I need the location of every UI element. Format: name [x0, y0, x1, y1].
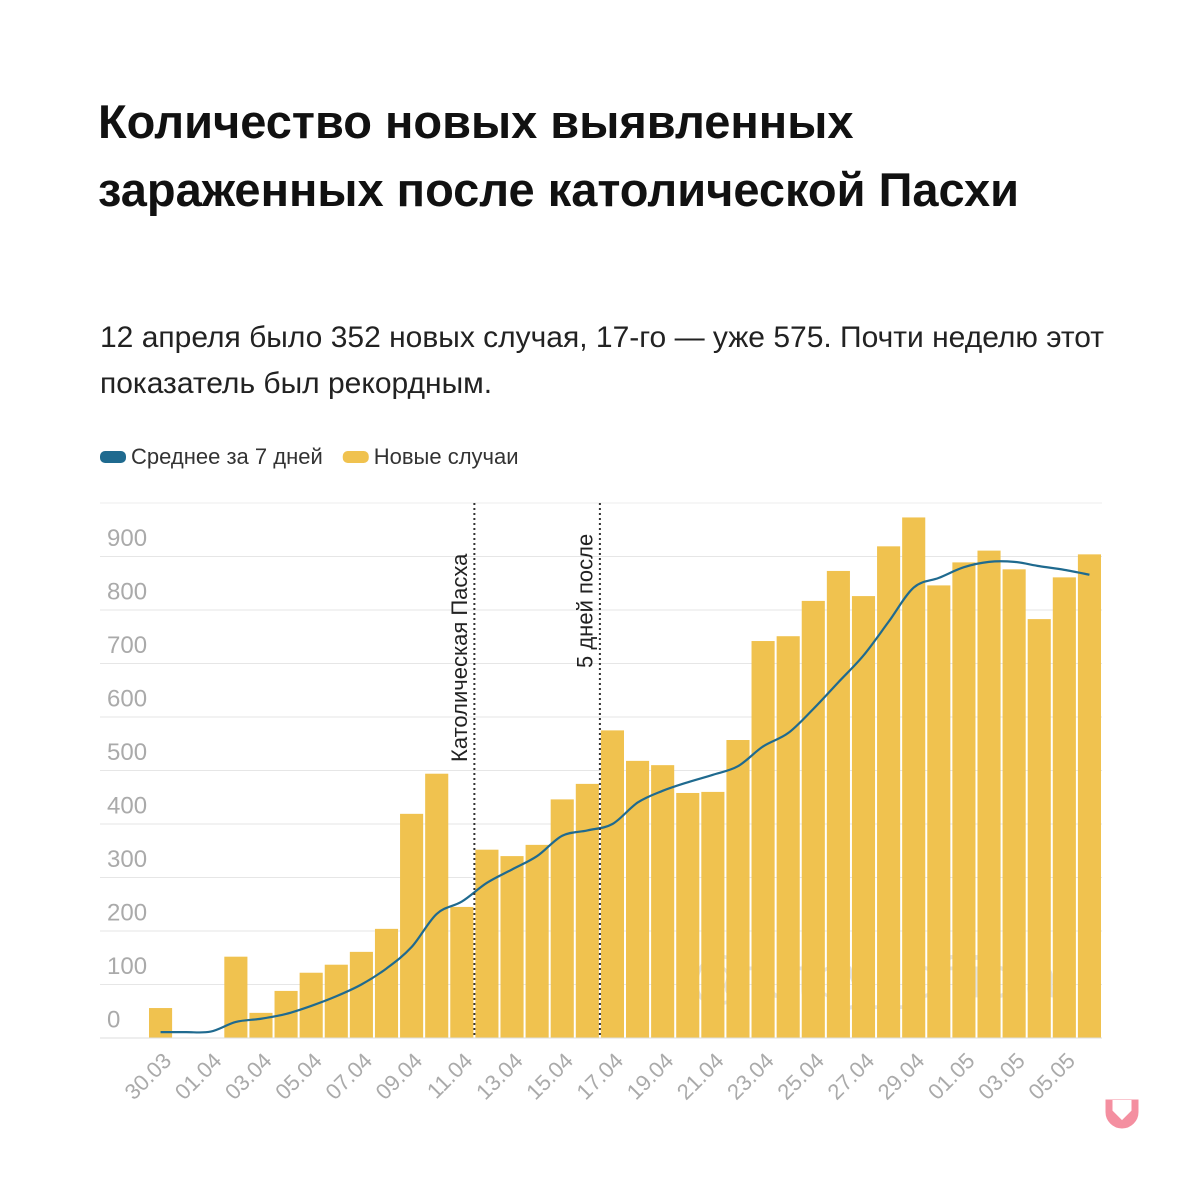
bar	[927, 585, 951, 1038]
bar	[475, 849, 499, 1038]
y-tick-label: 300	[107, 846, 147, 873]
bar	[826, 570, 850, 1038]
bar	[776, 636, 800, 1038]
x-tick-label: 11.04	[422, 1048, 477, 1103]
bar	[977, 550, 1001, 1038]
y-tick-label: 400	[107, 792, 147, 819]
bar	[952, 562, 976, 1038]
bar	[400, 813, 424, 1038]
x-tick-label: 29.04	[873, 1048, 930, 1105]
chart-subtitle: 12 апреля было 352 новых случая, 17-го —…	[100, 321, 1105, 400]
x-tick-label: 23.04	[722, 1048, 779, 1105]
y-tick-label: 100	[107, 953, 147, 980]
x-tick-label: 15.04	[521, 1048, 578, 1105]
chart-title: Количество новых выявленных зараженных п…	[98, 95, 1020, 216]
x-tick-label: 17.04	[571, 1048, 628, 1105]
y-tick-label: 0	[107, 1006, 120, 1033]
annotation-label: Католическая Пасха	[447, 553, 472, 762]
y-tick-label: 800	[107, 578, 147, 605]
bar	[550, 799, 574, 1038]
x-tick-label: 30.03	[120, 1048, 177, 1105]
bar	[349, 951, 373, 1038]
bar	[651, 765, 675, 1038]
logo	[1102, 1096, 1142, 1132]
x-tick-label: 01.04	[170, 1048, 227, 1105]
bar	[676, 792, 700, 1038]
bar	[1052, 577, 1076, 1038]
y-tick-label: 500	[107, 739, 147, 766]
bar	[450, 906, 474, 1038]
bar	[1002, 569, 1026, 1038]
bar	[701, 791, 725, 1038]
x-tick-label: 07.04	[320, 1048, 377, 1105]
annotation-label: 5 дней после	[573, 534, 598, 668]
x-tick-label: 05.04	[270, 1048, 327, 1105]
y-tick-label: 900	[107, 525, 147, 552]
x-tick-label: 03.05	[973, 1048, 1030, 1105]
x-tick-label: 09.04	[371, 1048, 428, 1105]
x-tick-label: 13.04	[471, 1048, 528, 1105]
x-tick-label: 25.04	[772, 1048, 829, 1105]
bar	[525, 844, 549, 1038]
bar	[149, 1008, 173, 1038]
bar	[224, 956, 248, 1038]
bar	[324, 964, 348, 1038]
bar	[801, 600, 825, 1038]
bar	[425, 773, 449, 1038]
x-tick-label: 27.04	[823, 1048, 880, 1105]
bar	[626, 760, 650, 1038]
bar	[500, 856, 524, 1038]
legend-label: Новые случаи	[374, 444, 519, 469]
legend-swatch	[100, 451, 126, 463]
legend-label: Среднее за 7 дней	[131, 444, 323, 469]
bar	[877, 546, 901, 1038]
bar	[1077, 554, 1101, 1038]
bar	[751, 641, 775, 1038]
x-tick-label: 21.04	[672, 1048, 729, 1105]
bar	[600, 730, 624, 1038]
line	[160, 560, 1090, 1034]
x-tick-label: 03.04	[220, 1048, 277, 1105]
x-tick-label: 05.05	[1023, 1048, 1080, 1105]
bar	[1027, 619, 1051, 1038]
legend-swatch	[342, 451, 369, 463]
x-tick-label: 19.04	[622, 1048, 679, 1105]
y-tick-label: 200	[107, 899, 147, 926]
y-tick-label: 600	[107, 685, 147, 712]
bar	[902, 517, 926, 1038]
bar	[575, 783, 599, 1038]
x-tick-label: 01.05	[923, 1048, 980, 1105]
y-tick-label: 700	[107, 632, 147, 659]
bar	[726, 740, 750, 1038]
bar	[851, 596, 876, 1038]
bar	[374, 928, 399, 1038]
